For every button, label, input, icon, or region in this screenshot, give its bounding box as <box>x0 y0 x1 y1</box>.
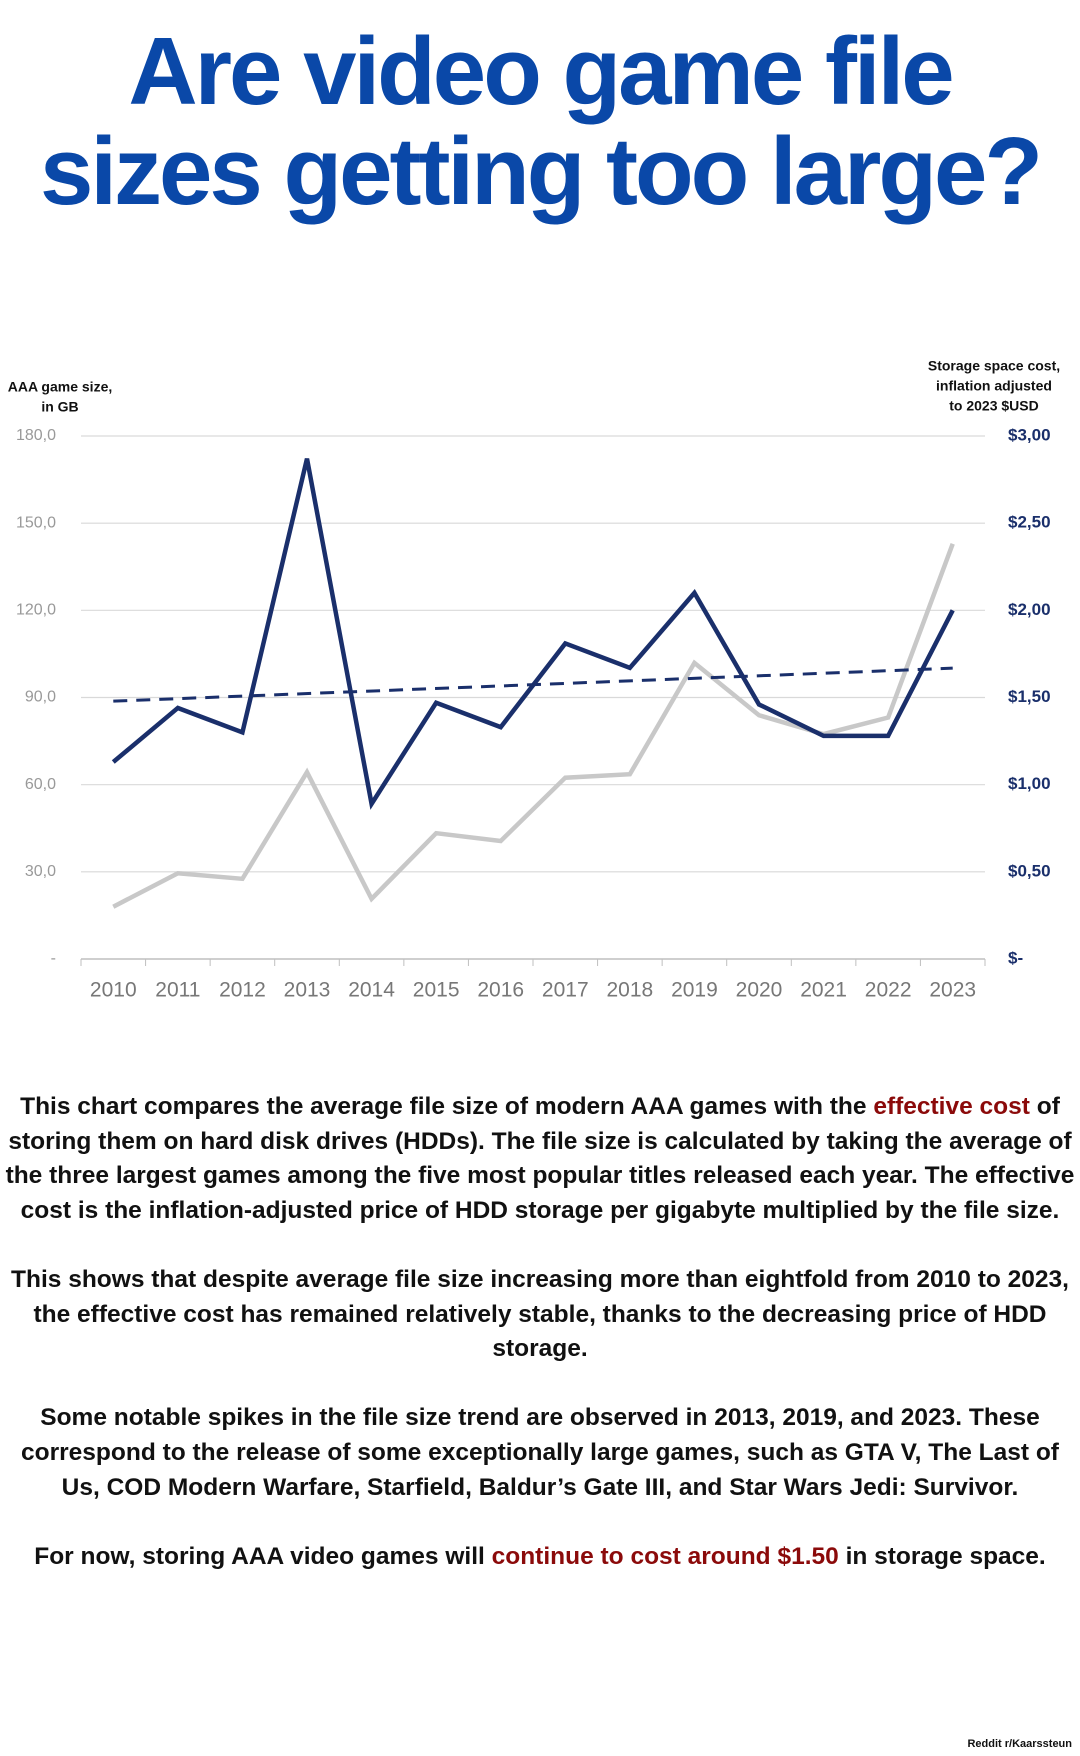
y-axis-title: AAA game size, <box>8 379 113 395</box>
paragraph: Some notable spikes in the file size tre… <box>4 1401 1076 1505</box>
y2-tick-label: $- <box>1008 948 1023 967</box>
x-tick-label: 2010 <box>90 979 137 1002</box>
x-tick-label: 2018 <box>606 979 653 1002</box>
headline: Are video game file sizes getting too la… <box>39 18 1043 225</box>
text: This chart compares the average file siz… <box>20 1093 874 1120</box>
x-tick-label: 2014 <box>348 979 395 1002</box>
text: This shows that despite average file siz… <box>11 1265 1069 1363</box>
x-tick-label: 2016 <box>477 979 524 1002</box>
y-tick-label: 180,0 <box>16 427 56 444</box>
text: of storing them on hard disk drives (HDD… <box>5 1093 1075 1224</box>
y-tick-label: 120,0 <box>16 602 56 619</box>
y-axis-title: in GB <box>41 399 78 415</box>
y2-tick-label: $3,00 <box>1008 425 1051 444</box>
y2-tick-label: $0,50 <box>1008 861 1051 880</box>
x-tick-label: 2019 <box>671 979 718 1002</box>
x-tick-label: 2022 <box>865 979 912 1002</box>
text: For now, storing AAA video games will <box>34 1542 492 1570</box>
y2-axis-title: inflation adjusted <box>936 378 1052 394</box>
series-line <box>111 458 955 810</box>
x-tick-label: 2017 <box>542 979 589 1002</box>
paragraph: This chart compares the average file siz… <box>4 1090 1076 1228</box>
x-tick-label: 2013 <box>284 979 331 1002</box>
paragraph: This shows that despite average file siz… <box>4 1263 1076 1367</box>
chart: AAA game size, in GB Storage space cost, in… <box>8 358 1060 1002</box>
y-tick-label: 60,0 <box>25 776 56 793</box>
y2-tick-label: $1,50 <box>1008 687 1051 706</box>
credit: Reddit r/Kaarssteun <box>967 1738 1072 1750</box>
highlight-text: continue to cost around $1.50 <box>491 1542 839 1570</box>
y2-tick-label: $1,00 <box>1008 774 1051 793</box>
highlight-text: effective cost <box>873 1093 1030 1120</box>
y2-tick-label: $2,00 <box>1008 600 1051 619</box>
y-tick-label: 30,0 <box>25 863 56 880</box>
text: in storage space. <box>838 1542 1046 1570</box>
y2-tick-label: $2,50 <box>1008 513 1051 532</box>
y-tick-label: 150,0 <box>16 514 56 531</box>
description: This chart compares the average file siz… <box>4 1090 1076 1609</box>
x-tick-label: 2023 <box>929 979 976 1002</box>
text: Some notable spikes in the file size tre… <box>21 1404 1059 1501</box>
x-tick-label: 2021 <box>800 979 847 1002</box>
x-tick-label: 2020 <box>736 979 783 1002</box>
x-tick-label: 2015 <box>413 979 460 1002</box>
y-tick-label: 90,0 <box>25 689 56 706</box>
y-tick-label: - <box>51 950 56 967</box>
x-tick-label: 2012 <box>219 979 266 1002</box>
trendline <box>113 666 953 703</box>
paragraph: For now, storing AAA video games will co… <box>4 1540 1076 1575</box>
y2-axis-title: to 2023 $USD <box>949 398 1038 414</box>
series-line <box>112 543 955 909</box>
y2-axis-title: Storage space cost, <box>928 358 1060 374</box>
x-tick-label: 2011 <box>155 979 200 1002</box>
